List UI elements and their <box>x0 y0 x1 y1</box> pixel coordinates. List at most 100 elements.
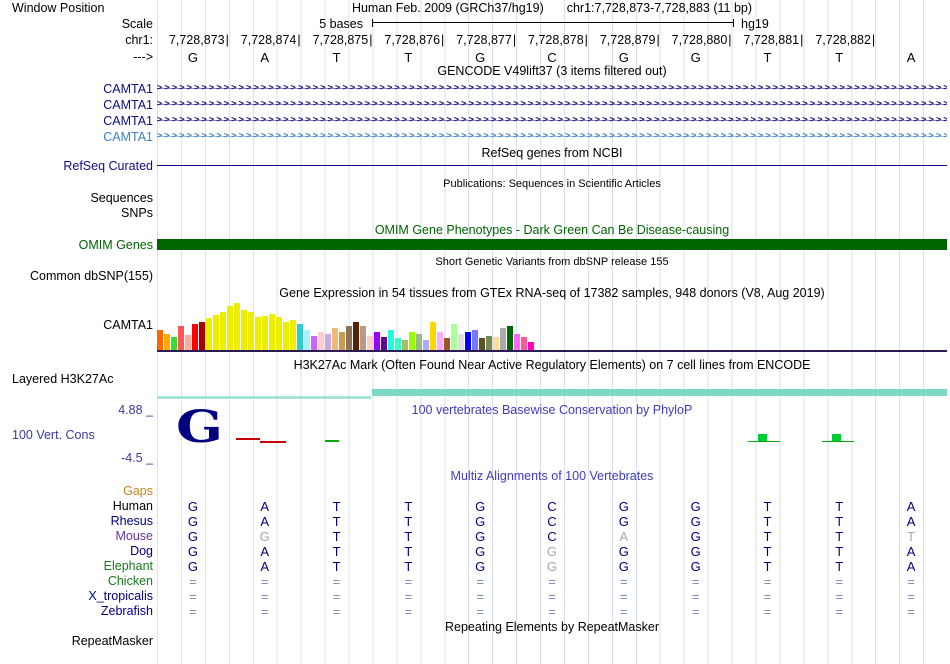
gtex-expression-bar[interactable] <box>353 322 359 350</box>
gtex-expression-bar[interactable] <box>255 317 261 350</box>
gtex-expression-bar[interactable] <box>234 303 240 350</box>
h3k27ac-label[interactable]: Layered H3K27Ac <box>12 372 114 386</box>
gtex-expression-bar[interactable] <box>479 338 485 350</box>
gtex-expression-bar[interactable] <box>290 320 296 350</box>
omim-gene-item[interactable] <box>157 239 947 250</box>
conservation-label[interactable]: 100 Vert. Cons <box>12 428 95 442</box>
gtex-expression-bar[interactable] <box>437 332 443 350</box>
gtex-expression-bar[interactable] <box>164 334 170 350</box>
gtex-expression-bar[interactable] <box>318 332 324 350</box>
gtex-expression-bar[interactable] <box>185 335 191 350</box>
gtex-expression-bar[interactable] <box>423 340 429 350</box>
gtex-expression-bar[interactable] <box>192 324 198 350</box>
gencode-transcript-arrows[interactable]: >>>>>>>>>>>>>>>>>>>>>>>>>>>>>>>>>>>>>>>>… <box>157 130 947 143</box>
gencode-transcript-label[interactable]: CAMTA1 <box>103 130 153 144</box>
gencode-transcript-label[interactable]: CAMTA1 <box>103 82 153 96</box>
omim-track-title[interactable]: OMIM Gene Phenotypes - Dark Green Can Be… <box>374 223 730 237</box>
gtex-barchart[interactable] <box>157 303 947 350</box>
species-label-zebrafish[interactable]: Zebrafish <box>100 604 153 618</box>
species-label-chicken[interactable]: Chicken <box>107 574 153 588</box>
gtex-expression-bar[interactable] <box>444 338 450 350</box>
gtex-expression-bar[interactable] <box>325 334 331 350</box>
gtex-expression-bar[interactable] <box>500 328 506 350</box>
species-label-human[interactable]: Human <box>112 499 153 513</box>
gtex-expression-bar[interactable] <box>220 312 226 350</box>
gtex-expression-bar[interactable] <box>388 330 394 350</box>
gtex-expression-bar[interactable] <box>332 328 338 350</box>
gtex-expression-bar[interactable] <box>178 326 184 350</box>
gtex-expression-bar[interactable] <box>227 306 233 350</box>
refseq-track-title[interactable]: RefSeq genes from NCBI <box>481 146 623 160</box>
gencode-transcript-arrows[interactable]: >>>>>>>>>>>>>>>>>>>>>>>>>>>>>>>>>>>>>>>>… <box>157 82 947 95</box>
alignment-base: T <box>404 544 413 559</box>
gtex-expression-bar[interactable] <box>241 310 247 350</box>
gtex-expression-bar[interactable] <box>262 316 268 350</box>
gtex-expression-bar[interactable] <box>486 336 492 350</box>
gtex-expression-bar[interactable] <box>528 342 534 350</box>
gencode-transcript-label[interactable]: CAMTA1 <box>103 98 153 112</box>
dbsnp-label[interactable]: Common dbSNP(155) <box>30 269 153 283</box>
refseq-gene-line[interactable] <box>157 165 947 166</box>
alignment-base: A <box>260 514 270 529</box>
gencode-transcript-arrows[interactable]: >>>>>>>>>>>>>>>>>>>>>>>>>>>>>>>>>>>>>>>>… <box>157 114 947 127</box>
gtex-gene-label[interactable]: CAMTA1 <box>103 318 153 332</box>
gtex-expression-bar[interactable] <box>409 332 415 350</box>
publications-snps-label[interactable]: SNPs <box>121 206 153 220</box>
publications-sequences-label[interactable]: Sequences <box>90 191 153 205</box>
species-label-mouse[interactable]: Mouse <box>115 529 153 543</box>
gtex-expression-bar[interactable] <box>395 338 401 350</box>
gencode-transcript-label[interactable]: CAMTA1 <box>103 114 153 128</box>
gtex-expression-bar[interactable] <box>465 332 471 350</box>
gtex-expression-bar[interactable] <box>269 314 275 350</box>
gtex-expression-bar[interactable] <box>346 326 352 350</box>
h3k27ac-signal-bar[interactable] <box>372 389 947 396</box>
repeatmasker-label[interactable]: RepeatMasker <box>71 634 153 648</box>
gtex-expression-bar[interactable] <box>206 318 212 350</box>
refseq-curated-label[interactable]: RefSeq Curated <box>63 159 153 173</box>
conservation-track-title[interactable]: 100 vertebrates Basewise Conservation by… <box>411 403 693 417</box>
species-label-x_tropicalis[interactable]: X_tropicalis <box>88 589 153 603</box>
repeatmasker-track-title[interactable]: Repeating Elements by RepeatMasker <box>444 620 659 634</box>
gtex-expression-bar[interactable] <box>304 330 310 350</box>
gtex-expression-bar[interactable] <box>521 337 527 350</box>
gtex-expression-bar[interactable] <box>493 337 499 350</box>
h3k27ac-signal-bar[interactable] <box>157 396 371 399</box>
publications-track-title[interactable]: Publications: Sequences in Scientific Ar… <box>443 178 661 190</box>
dbsnp-track-title[interactable]: Short Genetic Variants from dbSNP releas… <box>435 256 669 268</box>
gtex-expression-bar[interactable] <box>276 317 282 350</box>
gtex-expression-bar[interactable] <box>402 340 408 350</box>
gtex-expression-bar[interactable] <box>472 330 478 350</box>
gtex-expression-bar[interactable] <box>157 330 163 350</box>
gaps-label[interactable]: Gaps <box>123 484 153 498</box>
gtex-expression-bar[interactable] <box>507 326 513 350</box>
species-label-elephant[interactable]: Elephant <box>103 559 153 573</box>
gtex-expression-bar[interactable] <box>248 312 254 350</box>
species-label-dog[interactable]: Dog <box>130 544 153 558</box>
gtex-expression-bar[interactable] <box>451 324 457 350</box>
gtex-expression-bar[interactable] <box>213 315 219 350</box>
gencode-track-title[interactable]: GENCODE V49lift37 (3 items filtered out) <box>437 64 667 78</box>
gtex-expression-bar[interactable] <box>367 336 373 350</box>
gtex-expression-bar[interactable] <box>416 334 422 350</box>
gtex-expression-bar[interactable] <box>374 332 380 350</box>
gencode-transcript-arrows[interactable]: >>>>>>>>>>>>>>>>>>>>>>>>>>>>>>>>>>>>>>>>… <box>157 98 947 111</box>
gtex-expression-bar[interactable] <box>514 334 520 350</box>
gtex-expression-bar[interactable] <box>171 337 177 350</box>
gtex-expression-bar[interactable] <box>339 332 345 350</box>
gtex-expression-bar[interactable] <box>381 337 387 350</box>
omim-genes-label[interactable]: OMIM Genes <box>78 238 153 252</box>
gtex-track-title[interactable]: Gene Expression in 54 tissues from GTEx … <box>279 286 825 300</box>
gtex-expression-bar[interactable] <box>199 322 205 350</box>
gtex-expression-bar[interactable] <box>283 322 289 350</box>
alignment-base: T <box>404 559 413 574</box>
gtex-expression-bar[interactable] <box>311 336 317 350</box>
gtex-expression-bar[interactable] <box>430 322 436 350</box>
species-label-rhesus[interactable]: Rhesus <box>110 514 153 528</box>
gtex-expression-bar[interactable] <box>297 324 303 350</box>
gtex-expression-bar[interactable] <box>458 334 464 350</box>
gtex-expression-bar[interactable] <box>360 326 366 350</box>
multiz-track-title[interactable]: Multiz Alignments of 100 Vertebrates <box>450 469 654 483</box>
h3k27ac-track-title[interactable]: H3K27Ac Mark (Often Found Near Active Re… <box>293 358 811 372</box>
alignment-base: T <box>763 559 772 574</box>
